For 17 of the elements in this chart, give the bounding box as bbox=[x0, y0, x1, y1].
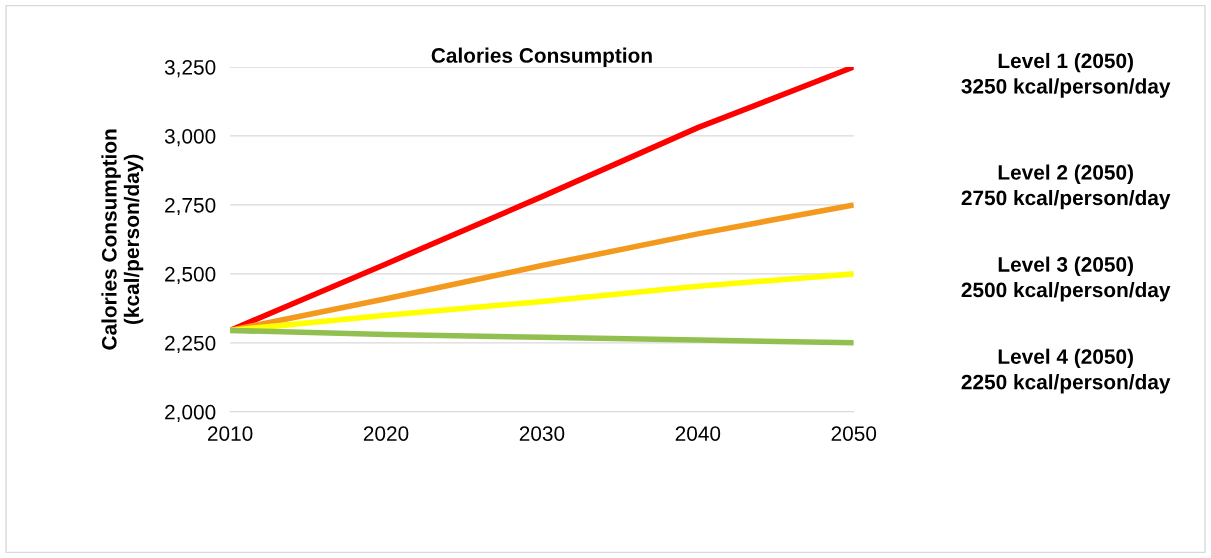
y-tick-label: 2,750 bbox=[165, 197, 216, 216]
text: Level 2 (2050) 2750 kcal/person/day bbox=[961, 164, 1171, 210]
x-tick-label: 2010 bbox=[207, 426, 253, 441]
x-tick-label: 2020 bbox=[363, 426, 409, 441]
y-tick-label: 2,000 bbox=[165, 404, 216, 423]
y-axis-title: Calories Consumption (kcal/person/day) bbox=[101, 129, 144, 350]
x-tick-label: 2030 bbox=[519, 426, 565, 441]
y-tick-label: 2,250 bbox=[165, 335, 216, 354]
x-tick-label: 2040 bbox=[675, 426, 721, 441]
y-tick-label: 3,250 bbox=[164, 59, 216, 78]
text: Level 1 (2050) 3250 kcal/person/day bbox=[961, 52, 1171, 98]
text: Level 4 (2050) 2250 kcal/person/day bbox=[961, 348, 1171, 394]
chart-title: Calories Consumption bbox=[431, 47, 652, 67]
text: Level 3 (2050) 2500 kcal/person/day bbox=[961, 256, 1171, 302]
y-tick-label: 2,500 bbox=[165, 266, 216, 285]
y-tick-label: 3,000 bbox=[164, 128, 216, 147]
x-tick-label: 2050 bbox=[831, 426, 877, 441]
